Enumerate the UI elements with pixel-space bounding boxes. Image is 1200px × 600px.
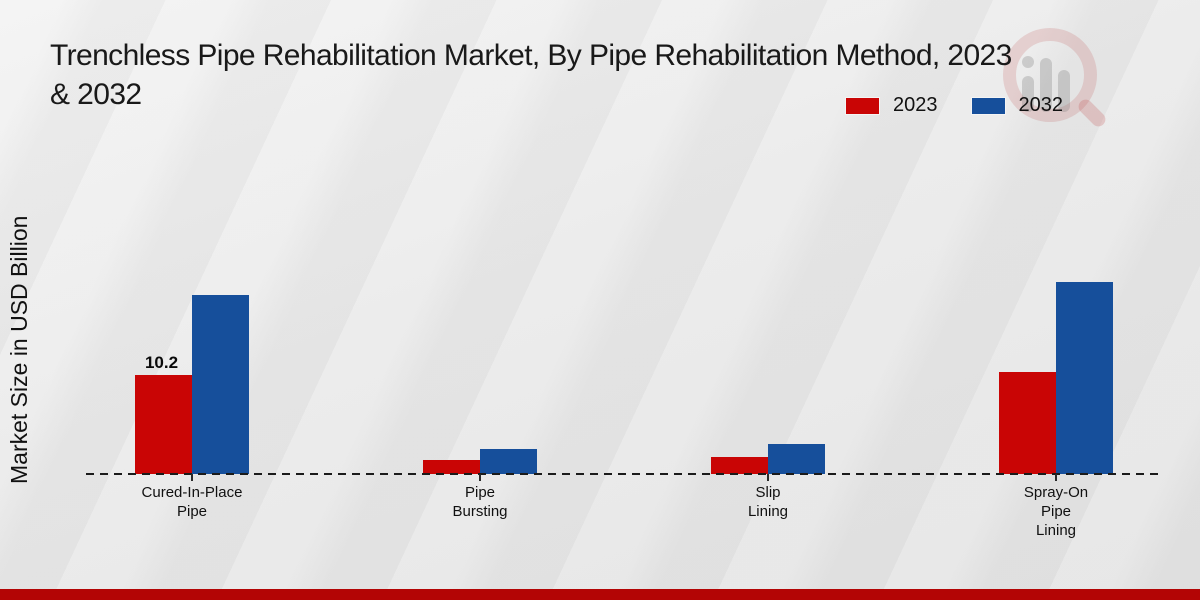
- x-axis-category-label-slip-lining: Slip Lining: [747, 484, 789, 520]
- x-axis-tick: [479, 474, 481, 481]
- legend-item-2032: 2032: [970, 94, 1064, 117]
- legend-swatch-2032: [970, 96, 1006, 115]
- x-axis-category-label-cured-in-place-pipe: Cured-In-Place Pipe: [141, 484, 243, 520]
- y-axis-title: Market Size in USD Billion: [6, 215, 32, 485]
- chart-title-line1: Trenchless Pipe Rehabilitation Market, B…: [50, 39, 1012, 72]
- bar-value-label: 10.2: [144, 353, 179, 373]
- x-axis-category-label-spray-on-pipe-lining: Spray-On Pipe Lining: [1023, 484, 1089, 539]
- bar-2032-cured-in-place-pipe: [192, 294, 249, 474]
- bar-2023-pipe-bursting: [423, 460, 480, 474]
- watermark-bar-icon: [1058, 70, 1070, 112]
- bar-2023-slip-lining: [711, 456, 768, 474]
- footer-bar: [0, 589, 1200, 600]
- watermark-bar-icon: [1022, 76, 1034, 112]
- legend: 2023 2032: [845, 94, 1063, 117]
- x-axis-baseline: [86, 473, 1164, 475]
- x-axis-tick: [191, 474, 193, 481]
- watermark-bar-icon: [1040, 58, 1052, 112]
- bar-2023-spray-on-pipe-lining: [999, 372, 1056, 474]
- x-axis-tick: [767, 474, 769, 481]
- chart-title: Trenchless Pipe Rehabilitation Market, B…: [50, 36, 1180, 114]
- x-axis-tick: [1055, 474, 1057, 481]
- legend-label-2032: 2032: [1018, 94, 1064, 116]
- x-axis-category-label-pipe-bursting: Pipe Bursting: [452, 484, 508, 520]
- legend-label-2023: 2023: [893, 94, 938, 116]
- legend-swatch-2023: [845, 96, 880, 115]
- bar-2023-cured-in-place-pipe: [135, 375, 192, 474]
- chart-title-line2: & 2032: [50, 78, 142, 111]
- legend-item-2023: 2023: [845, 94, 938, 117]
- bar-2032-pipe-bursting: [480, 448, 537, 474]
- bar-2032-spray-on-pipe-lining: [1056, 281, 1113, 474]
- watermark-dot-icon: [1022, 56, 1034, 68]
- bar-2032-slip-lining: [768, 443, 825, 474]
